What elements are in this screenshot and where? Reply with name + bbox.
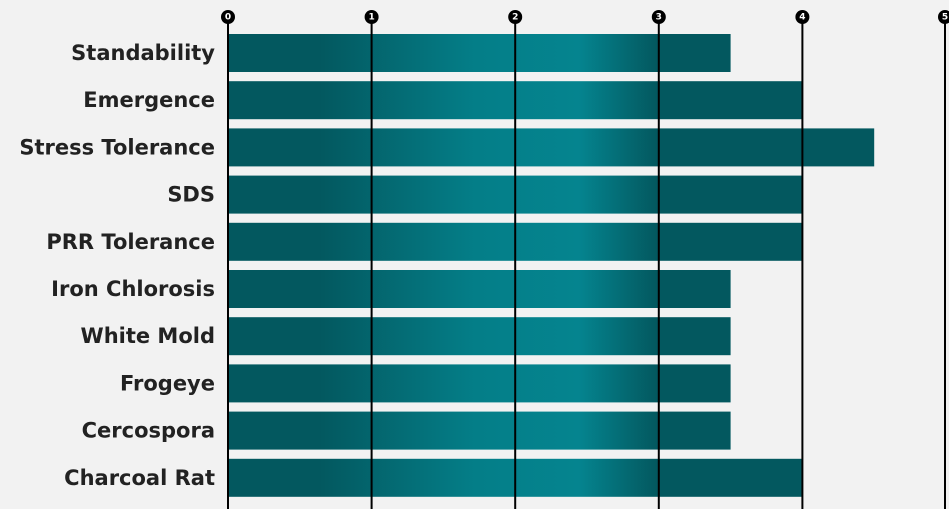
tick-badge-1 — [364, 10, 379, 24]
bar-cercospora — [228, 411, 731, 450]
category-label: Charcoal Rat — [64, 466, 215, 490]
category-label: Frogeye — [120, 371, 215, 395]
category-label: Stress Tolerance — [19, 135, 215, 159]
category-label: Standability — [71, 41, 215, 65]
x-tick-label: 2 — [512, 13, 518, 23]
category-label: Iron Chlorosis — [51, 277, 215, 301]
x-tick-label: 4 — [799, 13, 805, 23]
x-ticks-layer: 0 1 2 3 4 5 — [221, 10, 949, 24]
bar-stress-tolerance — [228, 128, 875, 167]
bar-white-mold — [228, 317, 731, 356]
category-label: Emergence — [83, 88, 215, 112]
x-tick-label: 0 — [225, 13, 231, 23]
tick-badge-4 — [795, 10, 810, 24]
tick-badge-3 — [651, 10, 666, 24]
tick-badge-2 — [508, 10, 523, 24]
bar-frogeye — [228, 364, 731, 403]
category-label: SDS — [167, 183, 215, 207]
category-label: PRR Tolerance — [46, 230, 215, 254]
category-label: White Mold — [81, 324, 215, 348]
bar-iron-chlorosis — [228, 270, 731, 308]
x-tick-label: 1 — [368, 13, 374, 23]
category-labels-layer: Standability Emergence Stress Tolerance SDS… — [19, 41, 215, 490]
bar-standability — [228, 34, 731, 72]
x-tick-label: 3 — [656, 13, 662, 23]
tick-badge-5 — [938, 10, 949, 24]
category-label: Cercospora — [82, 419, 215, 443]
x-tick-label: 5 — [942, 13, 948, 23]
tick-badge-0 — [221, 10, 235, 24]
gridlines-layer — [227, 14, 946, 509]
